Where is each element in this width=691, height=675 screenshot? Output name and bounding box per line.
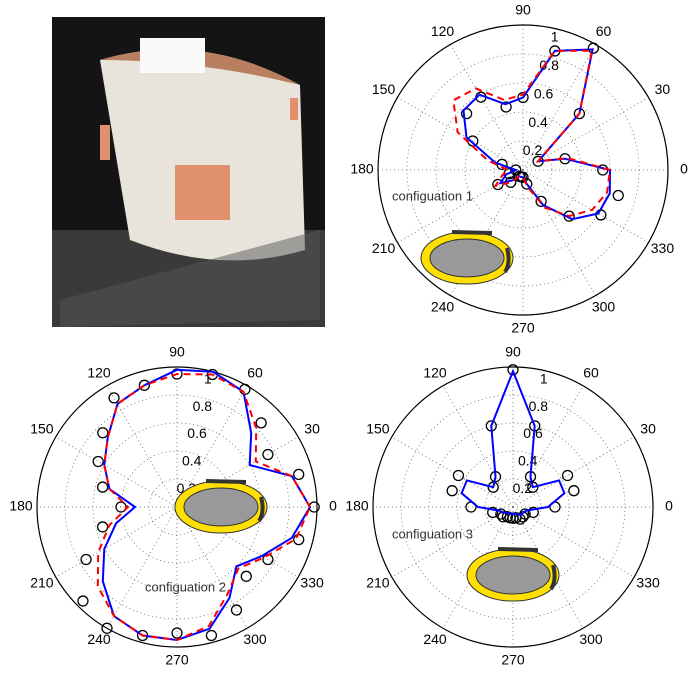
theta-tick-label: 270	[511, 320, 535, 336]
theta-tick-label: 120	[431, 23, 455, 39]
r-tick-label: 1	[540, 370, 548, 386]
theta-tick-label: 300	[579, 631, 603, 647]
r-tick-label: 0.6	[187, 425, 207, 441]
theta-tick-label: 270	[165, 652, 189, 668]
theta-tick-label: 210	[366, 575, 390, 591]
annotation: configuation 2	[145, 579, 226, 594]
theta-tick-label: 0	[665, 498, 673, 514]
r-tick-label: 0.2	[523, 142, 543, 158]
theta-tick-label: 150	[366, 421, 390, 437]
theta-tick-label: 330	[300, 575, 324, 591]
theta-tick-label: 60	[596, 23, 612, 39]
theta-tick-label: 90	[505, 344, 521, 360]
theta-tick-label: 180	[345, 498, 369, 514]
theta-tick-label: 30	[640, 421, 656, 437]
inset-inner	[430, 239, 504, 277]
figure: 0.2 0.4 0.6 0.8 1 0 30 60 90 120 150 180 210 240 270 30…	[0, 0, 691, 675]
inset-inner	[184, 488, 258, 526]
theta-tick-label: 240	[423, 631, 447, 647]
theta-tick-label: 120	[423, 364, 447, 380]
r-tick-label: 0.2	[513, 480, 533, 496]
r-tick-label: 0.4	[528, 114, 548, 130]
photo	[52, 17, 325, 327]
theta-tick-label: 210	[372, 240, 396, 256]
theta-tick-label: 90	[169, 344, 185, 360]
r-tick-label: 0.4	[182, 453, 202, 469]
theta-tick-label: 60	[583, 364, 599, 380]
theta-tick-label: 150	[372, 81, 396, 97]
theta-tick-label: 90	[515, 2, 531, 18]
r-tick-label: 0.8	[529, 398, 549, 414]
theta-tick-label: 270	[501, 652, 525, 668]
theta-tick-label: 180	[350, 161, 374, 177]
annotation: configuation 1	[392, 188, 473, 203]
theta-tick-label: 120	[87, 364, 111, 380]
theta-tick-label: 300	[243, 631, 267, 647]
theta-tick-label: 180	[9, 498, 33, 514]
theta-tick-label: 30	[304, 421, 320, 437]
theta-tick-label: 240	[431, 298, 455, 314]
theta-tick-label: 0	[680, 161, 688, 177]
theta-tick-label: 300	[592, 298, 616, 314]
theta-tick-label: 0	[329, 498, 337, 514]
r-tick-label: 0.4	[518, 453, 538, 469]
inset-electrode	[452, 232, 492, 233]
inset-electrode	[206, 481, 246, 482]
r-tick-label: 1	[551, 28, 559, 44]
theta-tick-label: 60	[247, 364, 263, 380]
inset-electrode	[498, 549, 538, 550]
theta-tick-label: 330	[651, 240, 675, 256]
theta-tick-label: 150	[30, 421, 54, 437]
theta-tick-label: 210	[30, 575, 54, 591]
inset-inner	[476, 556, 550, 594]
r-tick-label: 0.8	[193, 398, 213, 414]
annotation: configuation 3	[392, 526, 473, 541]
r-tick-label: 0.6	[534, 85, 554, 101]
theta-tick-label: 330	[636, 575, 660, 591]
theta-tick-label: 30	[655, 81, 671, 97]
